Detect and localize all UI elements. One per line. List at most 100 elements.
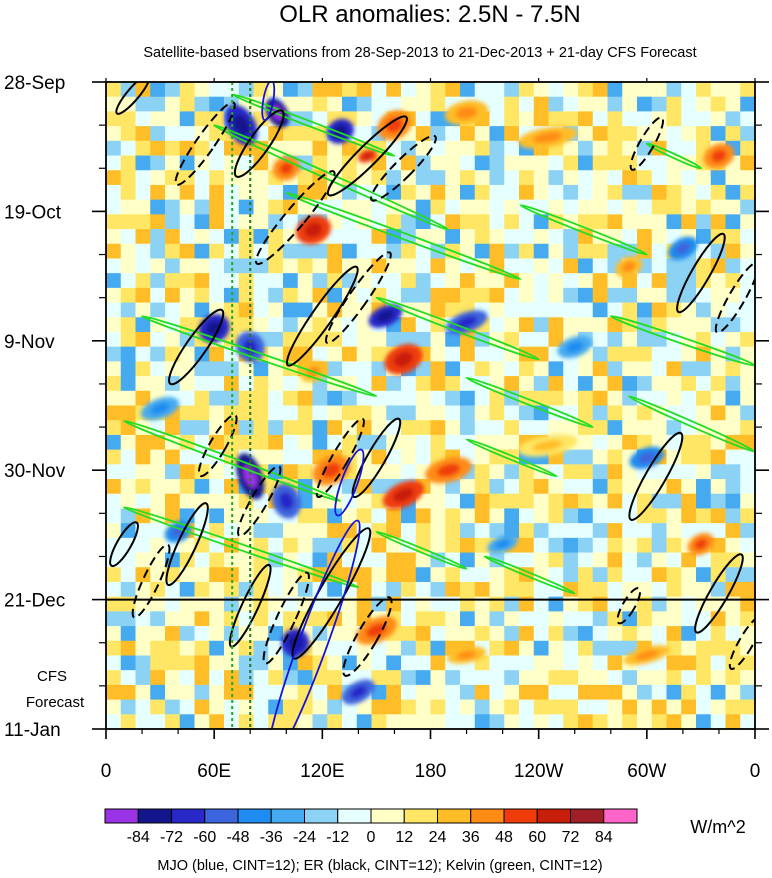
olr-cell xyxy=(150,640,166,657)
x-axis: 0 60E 120E 180 120W 60W 0 xyxy=(101,78,760,782)
olr-cell xyxy=(253,302,269,318)
olr-cell xyxy=(637,214,653,230)
olr-cell xyxy=(578,140,594,157)
olr-cell xyxy=(135,229,151,245)
olr-cell xyxy=(592,567,609,583)
olr-cell xyxy=(386,170,402,186)
olr-cell xyxy=(489,302,505,318)
forecast-label-line2: Forecast xyxy=(26,694,85,711)
olr-cell xyxy=(504,420,520,436)
kelvin-contour xyxy=(213,124,450,231)
colorbar-swatch xyxy=(270,808,305,824)
olr-feature-peak xyxy=(532,131,563,144)
olr-cell xyxy=(356,523,373,539)
olr-cell xyxy=(253,111,269,127)
olr-cell xyxy=(504,464,520,480)
olr-cell xyxy=(548,273,564,289)
er-contour xyxy=(285,265,359,367)
olr-cell xyxy=(666,258,682,274)
olr-cell xyxy=(224,714,240,729)
olr-cell xyxy=(209,684,225,701)
olr-cell xyxy=(710,214,727,230)
olr-cell xyxy=(460,184,476,201)
olr-cell xyxy=(592,317,609,333)
olr-cell xyxy=(165,126,181,142)
olr-cell xyxy=(430,626,446,642)
olr-cell xyxy=(209,508,225,524)
olr-cell xyxy=(445,287,461,304)
olr-cell xyxy=(268,434,284,451)
olr-cell xyxy=(489,155,505,171)
olr-cell xyxy=(622,96,638,113)
olr-cell xyxy=(696,258,712,274)
olr-cell xyxy=(342,405,358,421)
olr-cell xyxy=(445,376,461,392)
olr-cell xyxy=(592,273,609,289)
olr-cell xyxy=(386,96,402,113)
olr-feature xyxy=(357,149,378,163)
olr-cell xyxy=(637,170,653,186)
olr-cell xyxy=(106,170,122,186)
olr-cell xyxy=(415,317,432,333)
olr-cell xyxy=(578,434,594,451)
olr-cell xyxy=(238,317,255,333)
olr-cell xyxy=(386,390,402,407)
olr-cell xyxy=(460,405,476,421)
olr-feature-peak xyxy=(304,222,323,238)
olr-cell xyxy=(106,273,122,289)
olr-cell xyxy=(666,670,682,686)
olr-cell xyxy=(578,361,594,377)
olr-cell xyxy=(548,479,564,495)
olr-cell xyxy=(253,229,269,245)
olr-cell xyxy=(401,243,417,260)
olr-cell xyxy=(533,508,550,524)
olr-cell xyxy=(445,537,461,554)
olr-cell xyxy=(740,611,755,627)
olr-cell xyxy=(666,626,682,642)
olr-cell xyxy=(445,273,461,289)
olr-cell xyxy=(533,376,550,392)
olr-cell xyxy=(135,302,151,318)
olr-cell xyxy=(460,346,476,362)
olr-cell xyxy=(666,655,682,671)
olr-cell xyxy=(460,493,476,510)
olr-cell xyxy=(533,287,550,304)
olr-cell xyxy=(135,523,151,539)
olr-cell xyxy=(297,405,314,421)
olr-cell xyxy=(548,243,564,260)
olr-cell xyxy=(179,287,196,304)
olr-cell xyxy=(120,229,137,245)
olr-cell xyxy=(268,449,284,465)
olr-cell xyxy=(489,331,505,348)
olr-cell xyxy=(179,390,196,407)
olr-cell xyxy=(356,126,373,142)
olr-cell xyxy=(371,390,387,407)
olr-cell xyxy=(430,155,446,171)
olr-cell xyxy=(371,170,387,186)
olr-cell xyxy=(548,258,564,274)
olr-cell xyxy=(696,611,712,627)
forecast-label-line1: CFS xyxy=(37,668,67,685)
olr-cell xyxy=(651,243,668,260)
olr-cell xyxy=(430,655,446,671)
olr-cell xyxy=(740,714,755,729)
olr-cell xyxy=(519,273,535,289)
olr-cell xyxy=(725,449,741,465)
olr-cell xyxy=(519,670,535,686)
olr-cell xyxy=(607,479,623,495)
olr-cell xyxy=(533,655,550,671)
colorbar-label: 24 xyxy=(429,829,447,846)
olr-cell xyxy=(519,523,535,539)
olr-cell xyxy=(268,420,284,436)
olr-cell xyxy=(681,170,697,186)
olr-cell xyxy=(681,82,697,98)
olr-cell xyxy=(710,287,727,304)
olr-cell xyxy=(578,376,594,392)
olr-cell xyxy=(371,684,387,701)
olr-cell xyxy=(106,567,122,583)
olr-cell xyxy=(356,567,373,583)
olr-cell xyxy=(224,390,240,407)
olr-cell xyxy=(519,302,535,318)
olr-cell xyxy=(106,434,122,451)
